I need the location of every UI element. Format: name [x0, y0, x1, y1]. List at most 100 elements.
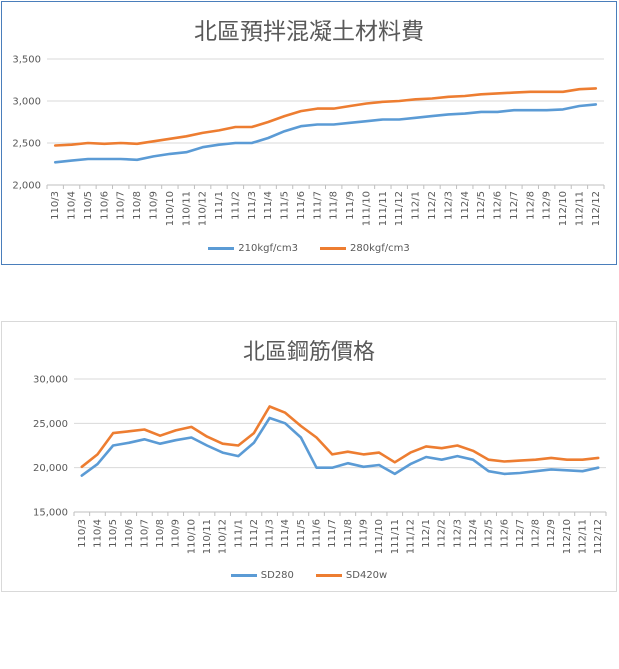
legend-swatch-series-a [208, 247, 235, 250]
chart-canvas: 2,000 2,500 3,000 3,500 110/3 110/4 110/5 110/6… [12, 55, 605, 226]
legend-item: 280kgf/cm3 [320, 243, 410, 254]
x-tick-label: 112/2 [437, 519, 448, 548]
x-tick-label: 111/9 [358, 519, 369, 548]
x-tick-label: 112/12 [591, 191, 602, 226]
x-tick-label: 110/7 [116, 191, 127, 220]
legend-item: SD280 [230, 570, 294, 581]
x-tick-label: 112/6 [499, 519, 510, 548]
x-tick-label: 110/4 [92, 519, 103, 548]
y-tick-label: 25,000 [33, 419, 68, 430]
x-tick-label: 111/6 [296, 191, 307, 220]
y-tick-label: 30,000 [33, 375, 68, 386]
x-tick-label: 110/6 [99, 191, 110, 220]
legend-item: SD420w [315, 570, 388, 581]
legend-swatch-series-b [315, 574, 342, 577]
x-tick-label: 111/10 [361, 191, 372, 226]
chart-legend: SD280 SD420w [2, 570, 616, 581]
chart-title: 北區預拌混凝土材料費 [194, 19, 424, 45]
x-tick-label: 112/10 [558, 191, 569, 226]
x-tick-label: 111/2 [249, 519, 260, 548]
x-tick-label: 110/11 [202, 519, 213, 554]
x-tick-label: 111/8 [343, 519, 354, 548]
chart-canvas: 15,000 20,000 25,000 30,000 110/3 110/4 110/5 1… [33, 375, 607, 554]
x-tick-label: 112/1 [411, 191, 422, 220]
legend-label: SD280 [260, 570, 294, 581]
x-tick-label: 111/3 [265, 519, 276, 548]
x-tick-label: 110/3 [77, 519, 88, 548]
x-tick-label: 111/1 [233, 519, 244, 548]
x-tick-label: 112/11 [578, 519, 589, 554]
x-tick-label: 111/11 [390, 519, 401, 554]
x-tick-label: 111/12 [394, 191, 405, 226]
x-tick-label: 111/9 [345, 191, 356, 220]
series-line-a [53, 103, 598, 164]
chart-rebar-price: 北區鋼筋價格 15,000 20,000 25,000 30,000 110/3 110/… [1, 321, 617, 592]
x-tick-label: 110/4 [67, 191, 78, 220]
y-tick-label: 3,500 [12, 55, 41, 66]
series-line-b [80, 405, 600, 469]
legend-item: 210kgf/cm3 [208, 243, 298, 254]
x-tick-label: 111/5 [296, 519, 307, 548]
x-tick-label: 112/4 [468, 519, 479, 548]
x-tick-label: 111/5 [280, 191, 291, 220]
legend-label: 210kgf/cm3 [238, 243, 298, 254]
x-tick-label: 112/3 [452, 519, 463, 548]
x-tick-label: 111/8 [329, 191, 340, 220]
x-tick-label: 110/11 [181, 191, 192, 226]
series-line-a [80, 416, 600, 477]
x-tick-label: 111/11 [378, 191, 389, 226]
x-tick-label: 111/3 [247, 191, 258, 220]
x-tick-label: 112/2 [427, 191, 438, 220]
legend-label: SD420w [345, 570, 388, 581]
chart-title: 北區鋼筋價格 [242, 340, 375, 365]
x-tick-label: 110/5 [108, 519, 119, 548]
x-tick-label: 112/5 [484, 519, 495, 548]
x-tick-label: 112/7 [515, 519, 526, 548]
x-tick-label: 111/10 [374, 519, 385, 554]
x-tick-label: 110/9 [171, 519, 182, 548]
legend-swatch-series-b [320, 247, 346, 250]
x-tick-label: 110/8 [155, 519, 166, 548]
x-tick-label: 110/8 [132, 191, 143, 220]
x-tick-label: 111/4 [280, 519, 291, 548]
legend-swatch-series-a [230, 574, 257, 577]
x-tick-label: 110/10 [165, 191, 176, 226]
x-tick-label: 110/9 [148, 191, 159, 220]
x-tick-label: 112/3 [443, 191, 454, 220]
x-tick-label: 110/12 [218, 519, 229, 554]
x-tick-label: 110/12 [198, 191, 209, 226]
chart-legend: 210kgf/cm3 280kgf/cm3 [2, 243, 616, 254]
x-tick-label: 112/4 [460, 191, 471, 220]
x-tick-label: 110/7 [139, 519, 150, 548]
x-tick-label: 112/9 [542, 191, 553, 220]
x-tick-label: 111/7 [312, 191, 323, 220]
y-tick-label: 2,000 [12, 181, 41, 192]
y-tick-label: 20,000 [33, 463, 68, 474]
x-tick-label: 111/2 [230, 191, 241, 220]
x-tick-label: 112/1 [421, 519, 432, 548]
y-tick-label: 15,000 [33, 508, 68, 519]
x-tick-label: 111/6 [312, 519, 323, 548]
x-tick-label: 111/12 [405, 519, 416, 554]
chart-concrete-cost: 北區預拌混凝土材料費 2,000 2,500 3,000 3,500 110/3 110/… [1, 1, 617, 265]
x-tick-label: 110/5 [83, 191, 94, 220]
series-line-b [53, 87, 598, 147]
x-tick-label: 112/7 [509, 191, 520, 220]
x-tick-label: 110/3 [50, 191, 61, 220]
x-tick-label: 112/9 [546, 519, 557, 548]
x-tick-label: 112/8 [531, 519, 542, 548]
x-tick-label: 112/5 [476, 191, 487, 220]
x-tick-label: 112/6 [493, 191, 504, 220]
y-tick-label: 2,500 [12, 139, 41, 150]
x-tick-label: 112/10 [562, 519, 573, 554]
y-tick-label: 3,000 [12, 97, 41, 108]
x-tick-label: 111/4 [263, 191, 274, 220]
x-tick-label: 111/1 [214, 191, 225, 220]
x-tick-label: 112/11 [574, 191, 585, 226]
x-tick-label: 110/10 [186, 519, 197, 554]
x-tick-label: 110/6 [124, 519, 135, 548]
legend-label: 280kgf/cm3 [350, 243, 410, 254]
x-tick-label: 112/12 [593, 519, 604, 554]
x-tick-label: 112/8 [525, 191, 536, 220]
x-tick-label: 111/7 [327, 519, 338, 548]
